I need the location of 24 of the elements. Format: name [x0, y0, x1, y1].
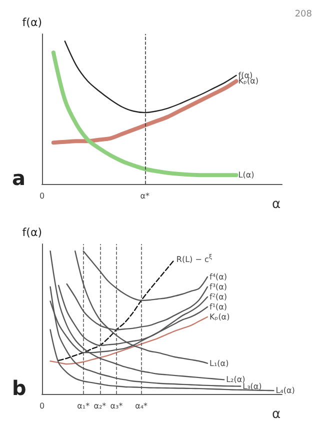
series-label: f³(α) [210, 282, 228, 292]
x-tick-label: α₁* [77, 402, 90, 410]
series-label: L₂(α) [226, 375, 246, 384]
x-tick-label: α₃* [110, 402, 123, 410]
series-label: f⁴(α) [210, 272, 228, 282]
y-axis-title: f(α) [22, 226, 42, 239]
x-axis-title: α [272, 197, 281, 212]
series-label: f¹(α) [210, 302, 228, 312]
x-tick-label: 0 [39, 402, 45, 410]
series-label: f²(α) [210, 292, 228, 302]
series-label: L₁(α) [210, 358, 229, 368]
x-tick-label: α* [140, 192, 150, 200]
text: a [12, 166, 26, 190]
series-label: L(α) [238, 170, 254, 180]
y-axis-title: f(α) [22, 16, 42, 29]
series-label: L₄(α) [276, 386, 295, 396]
series-label: L₃(α) [242, 382, 262, 391]
x-tick-label: α₄* [135, 402, 148, 410]
x-tick-label: 0 [39, 192, 45, 200]
x-axis-title: α [272, 407, 281, 422]
series-label: Kₚ(α) [210, 312, 230, 322]
x-tick-label: α₂* [94, 402, 106, 410]
text: b [12, 376, 26, 400]
text: 208 [294, 10, 312, 20]
